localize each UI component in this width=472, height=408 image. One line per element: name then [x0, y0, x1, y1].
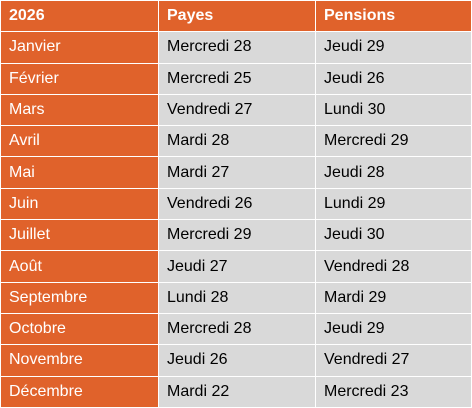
header-pensions: Pensions: [315, 0, 472, 33]
pensions-cell: Lundi 30: [315, 93, 472, 127]
table-row: Octobre Mercredi 28 Jeudi 29: [0, 312, 472, 346]
header-row: 2026 Payes Pensions: [0, 0, 472, 33]
table-row: Décembre Mardi 22 Mercredi 23: [0, 375, 472, 408]
pensions-cell: Jeudi 29: [315, 312, 472, 346]
month-cell: Avril: [0, 125, 159, 158]
pensions-cell: Mercredi 23: [315, 375, 472, 408]
payes-cell: Mardi 22: [158, 375, 316, 408]
table-row: Août Jeudi 27 Vendredi 28: [0, 250, 472, 283]
pensions-cell: Jeudi 26: [315, 62, 472, 95]
payes-cell: Jeudi 26: [158, 344, 316, 377]
month-cell: Juillet: [0, 219, 159, 252]
pensions-cell: Jeudi 28: [315, 156, 472, 189]
month-cell: Décembre: [0, 375, 159, 408]
payes-cell: Mardi 27: [158, 156, 316, 189]
pensions-cell: Vendredi 27: [315, 344, 472, 377]
month-cell: Septembre: [0, 281, 159, 314]
payes-cell: Vendredi 26: [158, 187, 316, 221]
month-cell: Novembre: [0, 344, 159, 377]
payes-cell: Mercredi 28: [158, 31, 316, 64]
table-row: Septembre Lundi 28 Mardi 29: [0, 281, 472, 314]
payes-cell: Mercredi 29: [158, 219, 316, 252]
table-row: Juin Vendredi 26 Lundi 29: [0, 187, 472, 221]
month-cell: Janvier: [0, 31, 159, 64]
month-cell: Février: [0, 62, 159, 95]
table-row: Avril Mardi 28 Mercredi 29: [0, 125, 472, 158]
pensions-cell: Mercredi 29: [315, 125, 472, 158]
table-row: Mai Mardi 27 Jeudi 28: [0, 156, 472, 189]
month-cell: Mai: [0, 156, 159, 189]
month-cell: Juin: [0, 187, 159, 221]
pensions-cell: Mardi 29: [315, 281, 472, 314]
header-payes: Payes: [158, 0, 316, 33]
pensions-cell: Jeudi 29: [315, 31, 472, 64]
month-cell: Mars: [0, 93, 159, 127]
pensions-cell: Lundi 29: [315, 187, 472, 221]
table-row: Janvier Mercredi 28 Jeudi 29: [0, 31, 472, 64]
month-cell: Août: [0, 250, 159, 283]
table-row: Mars Vendredi 27 Lundi 30: [0, 93, 472, 127]
payes-cell: Vendredi 27: [158, 93, 316, 127]
pensions-cell: Jeudi 30: [315, 219, 472, 252]
payes-cell: Mercredi 28: [158, 312, 316, 346]
table-row: Juillet Mercredi 29 Jeudi 30: [0, 219, 472, 252]
pensions-cell: Vendredi 28: [315, 250, 472, 283]
payes-cell: Lundi 28: [158, 281, 316, 314]
month-cell: Octobre: [0, 312, 159, 346]
payes-cell: Mardi 28: [158, 125, 316, 158]
header-year: 2026: [0, 0, 159, 33]
payes-cell: Jeudi 27: [158, 250, 316, 283]
table-row: Février Mercredi 25 Jeudi 26: [0, 62, 472, 95]
table-row: Novembre Jeudi 26 Vendredi 27: [0, 344, 472, 377]
payes-cell: Mercredi 25: [158, 62, 316, 95]
